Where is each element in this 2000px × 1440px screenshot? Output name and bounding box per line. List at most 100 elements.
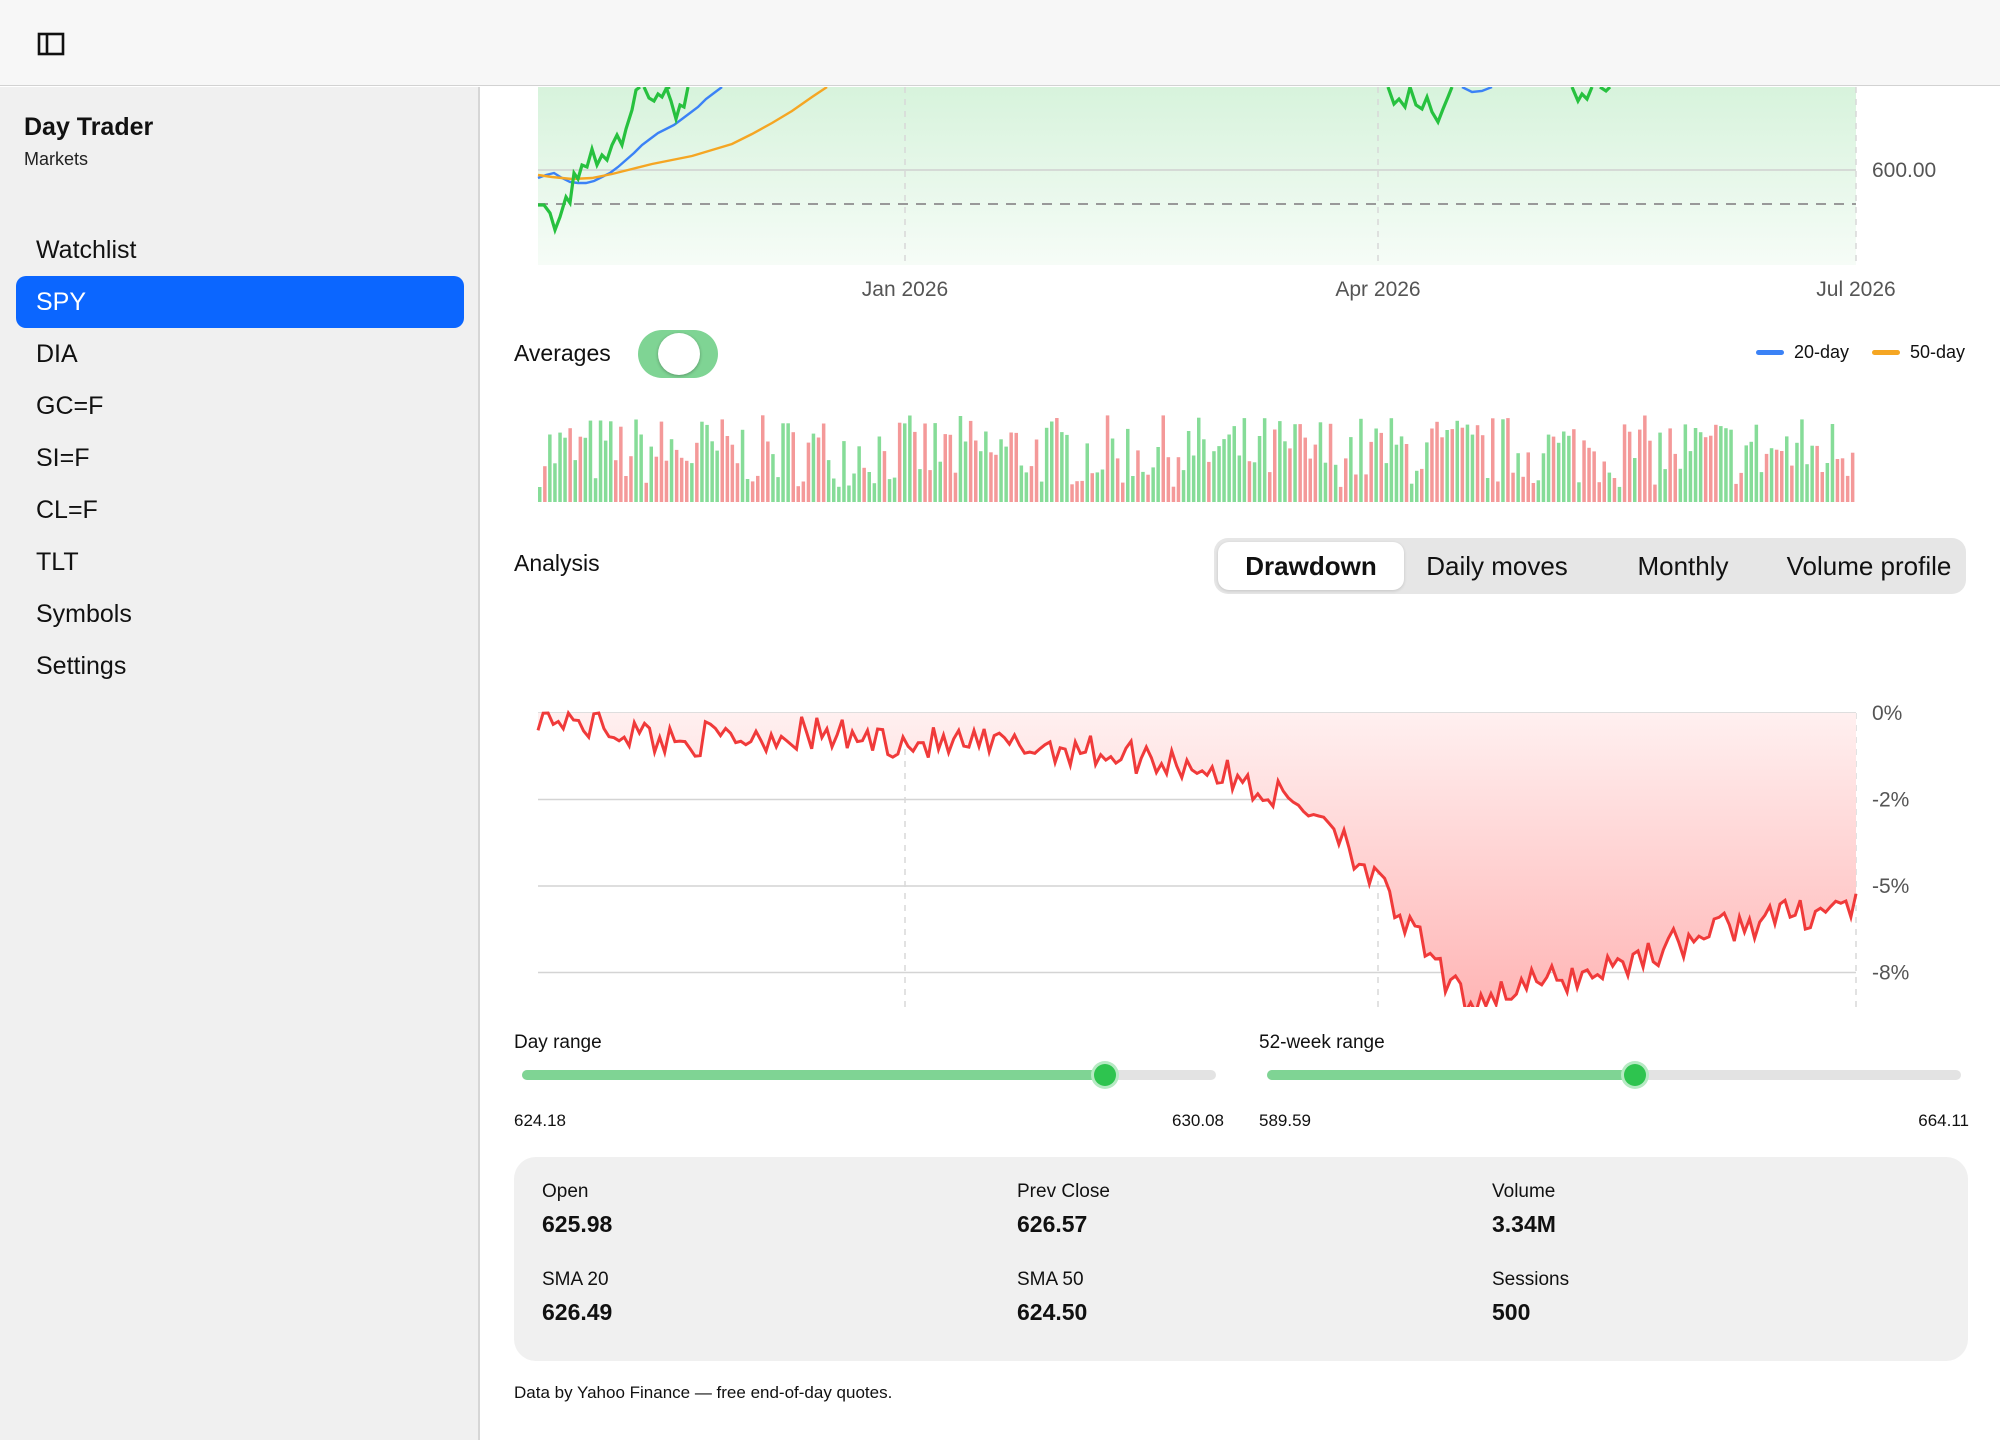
volume-bar <box>644 482 648 502</box>
volume-bar <box>1658 432 1662 502</box>
volume-bar <box>700 421 704 502</box>
volume-bar <box>1506 418 1510 502</box>
volume-bar <box>1009 432 1013 502</box>
stat-open: Open 625.98 <box>542 1181 612 1238</box>
volume-bar <box>938 461 942 502</box>
volume-bar <box>1055 418 1059 502</box>
volume-bar <box>1577 482 1581 502</box>
volume-bar <box>857 446 861 502</box>
volume-bar <box>614 460 618 502</box>
volume-bar <box>1115 458 1120 502</box>
volume-bar <box>1455 420 1459 502</box>
week52-range-fill <box>1267 1070 1635 1080</box>
stat-open-label: Open <box>542 1181 589 1202</box>
volume-bar <box>776 477 780 502</box>
app-subtitle: Markets <box>24 149 89 169</box>
volume-bar <box>847 485 851 502</box>
volume-bar <box>1734 483 1738 502</box>
stat-open-value: 625.98 <box>542 1211 613 1237</box>
app-title: Day Trader <box>24 113 154 141</box>
volume-bar <box>943 434 947 502</box>
volume-bar <box>1151 467 1155 502</box>
volume-bar <box>1298 424 1302 502</box>
volume-bar <box>1369 441 1373 502</box>
volume-bar <box>958 416 963 502</box>
sidebar-nav: Watchlist SPY DIA GC=F SI=F CL=F TLT Sym… <box>16 224 464 692</box>
volume-bar <box>1379 432 1383 502</box>
volume-bar <box>1638 429 1642 502</box>
volume-bar <box>1024 472 1029 502</box>
volume-bar <box>1653 484 1657 502</box>
sidebar-item-spy[interactable]: SPY <box>16 276 464 328</box>
volume-bar <box>1602 461 1606 502</box>
sidebar-toggle-icon[interactable] <box>36 30 66 58</box>
volume-bar <box>1014 432 1018 502</box>
sidebar-item-symbols[interactable]: Symbols <box>36 600 132 628</box>
volume-bar <box>1004 446 1008 502</box>
price-x-tick-jul: Jul 2026 <box>1816 278 1895 301</box>
stat-sma50-label: SMA 50 <box>1017 1269 1084 1290</box>
volume-bar <box>1207 461 1211 502</box>
volume-bar <box>705 424 709 502</box>
volume-bar <box>563 437 567 502</box>
volume-bar <box>1121 482 1125 502</box>
volume-bar <box>862 467 866 502</box>
volume-bar <box>1146 474 1150 502</box>
sidebar-item-si-f[interactable]: SI=F <box>36 444 90 472</box>
volume-bar <box>609 421 613 502</box>
volume-bar <box>679 457 684 502</box>
sidebar-item-gc-f[interactable]: GC=F <box>36 392 104 420</box>
volume-bar <box>1485 478 1490 502</box>
week52-range-thumb[interactable] <box>1623 1064 1646 1086</box>
volume-bar <box>1698 432 1703 502</box>
volume-bar <box>892 477 897 502</box>
tab-monthly[interactable]: Monthly <box>1637 551 1729 581</box>
volume-bar <box>1790 465 1794 502</box>
averages-toggle[interactable] <box>638 330 718 378</box>
tab-daily-moves[interactable]: Daily moves <box>1426 551 1568 581</box>
sma20-line <box>537 87 723 185</box>
volume-bar <box>725 436 730 502</box>
sidebar-item-settings[interactable]: Settings <box>36 652 127 680</box>
volume-bar <box>1394 444 1399 502</box>
volume-bar <box>1318 422 1323 502</box>
top-bar <box>0 0 2000 86</box>
sidebar-item-dia[interactable]: DIA <box>36 340 78 368</box>
volume-bar <box>877 436 882 502</box>
tab-drawdown[interactable]: Drawdown <box>1218 542 1404 590</box>
volume-bar <box>1399 436 1404 502</box>
volume-bar <box>771 454 775 502</box>
drawdown-y-tick: -2% <box>1872 789 1909 812</box>
volume-bar <box>1425 442 1429 502</box>
volume-bar <box>1323 462 1328 502</box>
tab-volume-profile[interactable]: Volume profile <box>1786 551 1952 581</box>
sidebar-item-watchlist[interactable]: Watchlist <box>36 236 137 264</box>
volume-bar <box>1683 424 1688 502</box>
volume-bar <box>1186 431 1191 502</box>
volume-bar <box>685 460 689 502</box>
volume-bar <box>1262 418 1267 502</box>
legend-swatch-orange <box>1872 350 1900 355</box>
volume-bar <box>1724 428 1728 502</box>
day-range-thumb[interactable] <box>1093 1064 1116 1086</box>
volume-bar <box>558 432 562 502</box>
volume-bar <box>1415 470 1419 502</box>
week52-range: 52-week range 589.59 664.11 <box>1259 1032 1969 1130</box>
volume-bar <box>1278 421 1282 502</box>
volume-bar <box>1156 447 1160 502</box>
volume-bar <box>1409 483 1414 502</box>
volume-bar <box>1592 451 1596 502</box>
volume-bar <box>1039 481 1044 502</box>
volume-bar <box>1308 458 1312 502</box>
volume-bar <box>1349 437 1353 502</box>
volume-bar <box>1404 444 1409 502</box>
sidebar-item-tlt[interactable]: TLT <box>36 548 79 576</box>
volume-bar <box>674 449 679 502</box>
volume-bar <box>1075 481 1079 502</box>
volume-bar <box>821 423 826 502</box>
volume-bar <box>1136 450 1140 502</box>
sidebar-item-cl-f[interactable]: CL=F <box>36 496 98 524</box>
volume-bar <box>1202 439 1206 502</box>
volume-bar <box>629 456 633 502</box>
price-line-seg5 <box>1408 87 1454 126</box>
